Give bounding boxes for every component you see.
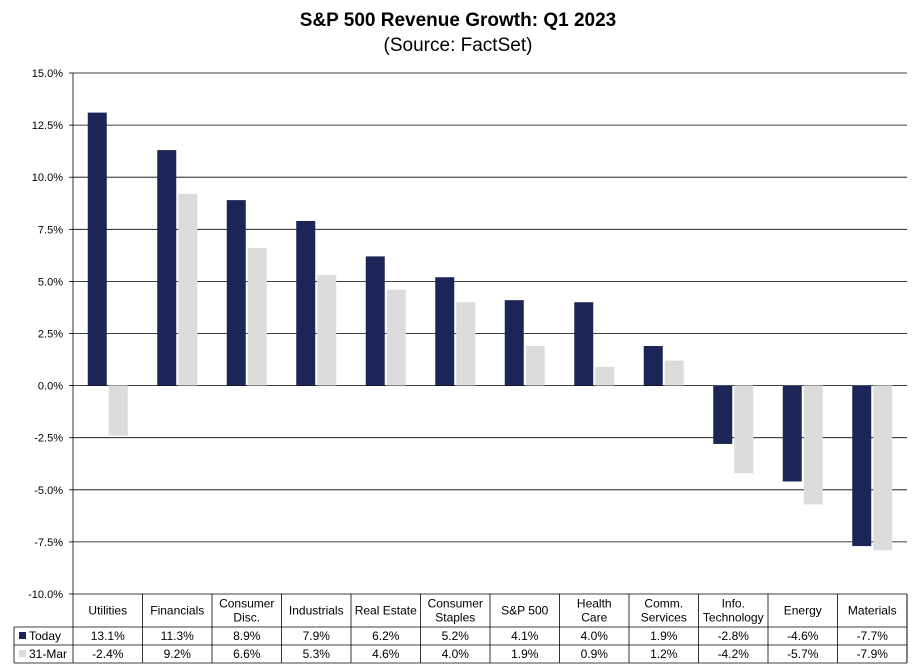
category-label: Real Estate xyxy=(355,604,417,618)
category-label: Comm. xyxy=(644,597,683,611)
bar-today xyxy=(643,346,663,386)
bar-mar31 xyxy=(664,360,684,386)
data-label: -4.6% xyxy=(787,629,819,643)
bar-today xyxy=(504,300,524,386)
y-tick-label: 10.0% xyxy=(32,172,63,184)
data-label: 4.6% xyxy=(372,647,400,661)
data-label: -5.7% xyxy=(787,647,819,661)
bar-today xyxy=(296,220,316,386)
bar-today xyxy=(852,385,872,547)
data-label: 1.2% xyxy=(650,647,678,661)
y-tick-label: 5.0% xyxy=(38,276,63,288)
bar-today xyxy=(87,112,107,386)
y-tick-label: -10.0% xyxy=(28,589,63,601)
data-label: 8.9% xyxy=(233,629,261,643)
bar-mar31 xyxy=(456,302,476,386)
data-label: 7.9% xyxy=(303,629,331,643)
legend-key xyxy=(19,632,26,639)
y-tick-label: 7.5% xyxy=(38,224,63,236)
y-tick-label: -2.5% xyxy=(34,433,63,445)
category-label: Staples xyxy=(435,611,475,625)
bar-today xyxy=(365,256,385,386)
category-label: Energy xyxy=(784,604,822,618)
y-tick-label: 15.0% xyxy=(32,68,63,80)
bar-mar31 xyxy=(108,385,128,436)
category-label: Materials xyxy=(848,604,897,618)
legend-label: 31-Mar xyxy=(29,647,67,661)
y-tick-label: 0.0% xyxy=(38,381,63,393)
bar-mar31 xyxy=(247,248,267,386)
y-tick-label: -7.5% xyxy=(34,537,63,549)
category-label: S&P 500 xyxy=(501,604,548,618)
data-label: -7.7% xyxy=(857,629,889,643)
bar-mar31 xyxy=(525,346,545,386)
data-label: 0.9% xyxy=(581,647,609,661)
bar-mar31 xyxy=(803,385,823,505)
data-label: 13.1% xyxy=(91,629,125,643)
bar-mar31 xyxy=(873,385,893,551)
data-label: 6.2% xyxy=(372,629,400,643)
data-label: 5.2% xyxy=(442,629,470,643)
data-label: 6.6% xyxy=(233,647,261,661)
bar-mar31 xyxy=(317,275,337,386)
bar-today xyxy=(226,200,246,386)
category-label: Technology xyxy=(703,611,764,625)
category-label: Utilities xyxy=(88,604,127,618)
bar-today xyxy=(574,302,594,386)
category-label: Industrials xyxy=(289,604,344,618)
data-label: 1.9% xyxy=(650,629,678,643)
data-label: 4.0% xyxy=(442,647,470,661)
bar-mar31 xyxy=(386,289,406,386)
y-tick-label: 2.5% xyxy=(38,329,63,341)
bar-mar31 xyxy=(734,385,754,474)
category-label: Health xyxy=(577,597,612,611)
data-label: -2.8% xyxy=(718,629,750,643)
chart-subtitle: (Source: FactSet) xyxy=(384,35,533,56)
legend-key xyxy=(19,650,26,657)
y-tick-label: -5.0% xyxy=(34,485,63,497)
y-tick-label: 12.5% xyxy=(32,120,63,132)
category-label: Consumer xyxy=(219,597,274,611)
category-label: Services xyxy=(641,611,687,625)
data-label: 4.1% xyxy=(511,629,539,643)
gridlines xyxy=(73,72,907,595)
data-label: 1.9% xyxy=(511,647,539,661)
data-label: 4.0% xyxy=(581,629,609,643)
data-label: 5.3% xyxy=(303,647,331,661)
data-label: -7.9% xyxy=(857,647,889,661)
bar-today xyxy=(157,150,177,386)
bar-today xyxy=(782,385,802,482)
category-label: Care xyxy=(581,611,607,625)
bar-mar31 xyxy=(178,193,198,386)
legend-label: Today xyxy=(29,629,61,643)
bar-today xyxy=(435,277,455,386)
bar-mar31 xyxy=(595,366,615,386)
bars xyxy=(87,112,893,551)
data-label: -2.4% xyxy=(92,647,124,661)
category-label: Financials xyxy=(150,604,204,618)
category-label: Info. xyxy=(722,597,745,611)
chart-title: S&P 500 Revenue Growth: Q1 2023 xyxy=(300,10,616,31)
data-label: 11.3% xyxy=(161,629,194,643)
category-label: Consumer xyxy=(428,597,483,611)
y-axis: 15.0% 12.5% 10.0% 7.5% 5.0% 2.5% 0.0% -2.5% -5.0… xyxy=(28,68,74,601)
data-label: 9.2% xyxy=(164,647,192,661)
bar-today xyxy=(713,385,733,444)
data-label: -4.2% xyxy=(718,647,750,661)
category-label: Disc. xyxy=(233,611,260,625)
